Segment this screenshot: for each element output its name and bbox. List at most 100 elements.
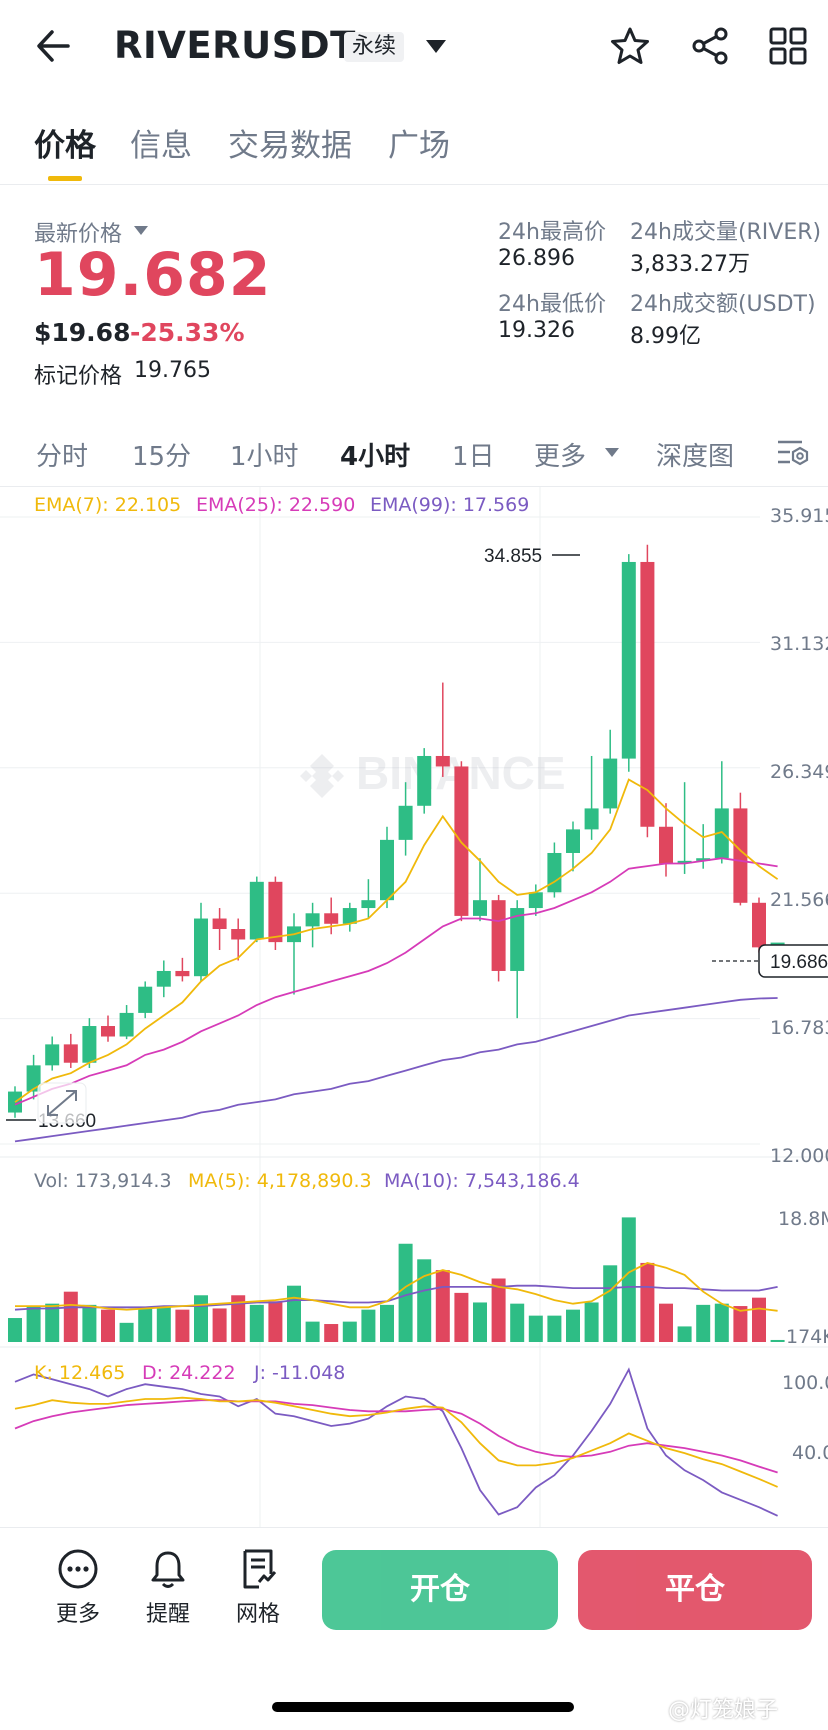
interval-1h[interactable]: 1小时 xyxy=(230,442,299,472)
vol-ma10-line xyxy=(14,1284,778,1311)
interval-time[interactable]: 分时 xyxy=(36,442,89,472)
current-price-tag xyxy=(758,944,828,978)
home-indicator xyxy=(272,1702,574,1712)
volume-bar xyxy=(510,1303,525,1342)
kdj-axis-label: 40.0 xyxy=(792,1442,828,1464)
more-caret-icon[interactable] xyxy=(604,447,620,459)
tab-trading-data[interactable]: 交易数据 xyxy=(228,128,352,164)
grid-icon[interactable] xyxy=(768,26,808,66)
candle-body xyxy=(119,1012,134,1037)
ema25-line xyxy=(14,857,778,1106)
interval-more[interactable]: 更多 xyxy=(534,442,587,472)
kdj-j-line xyxy=(14,1367,778,1517)
volume-label: 24h成交量(RIVER) xyxy=(630,220,822,245)
volume-bar xyxy=(101,1309,115,1342)
app-header: RIVERUSDT 永续 xyxy=(0,0,828,96)
volume-bar xyxy=(82,1304,97,1342)
candle-body xyxy=(696,858,711,861)
volume-axis-label: 174K xyxy=(786,1326,828,1348)
usd-price: $19.68 xyxy=(34,318,131,347)
volume-bar xyxy=(8,1318,22,1342)
candle-body xyxy=(473,900,487,916)
volume-bar xyxy=(733,1306,748,1342)
volume-bar xyxy=(584,1302,599,1342)
star-icon[interactable] xyxy=(610,26,650,66)
volume-bar xyxy=(770,1339,785,1342)
candle-body xyxy=(194,918,208,977)
interval-15m[interactable]: 15分 xyxy=(132,442,192,472)
candle-body xyxy=(491,900,506,971)
candle-body xyxy=(677,860,692,864)
candle-body xyxy=(640,561,655,827)
interval-depth[interactable]: 深度图 xyxy=(656,442,735,472)
interval-1d[interactable]: 1日 xyxy=(452,442,495,472)
candle-body xyxy=(82,1026,97,1063)
volume-bar xyxy=(194,1295,208,1342)
volume-bar xyxy=(249,1304,264,1342)
kdj-d-legend: D: 24.222 xyxy=(142,1362,236,1384)
close-position-button[interactable]: 平仓 xyxy=(578,1550,812,1630)
tab-price[interactable]: 价格 xyxy=(34,128,96,164)
kdj-k-legend: K: 12.465 xyxy=(34,1362,126,1384)
volume-bar xyxy=(63,1291,78,1342)
alert-button[interactable]: 提醒 xyxy=(130,1548,206,1628)
candle-body xyxy=(417,755,432,806)
back-arrow-icon[interactable] xyxy=(34,26,74,66)
amount-value: 8.99亿 xyxy=(630,324,701,349)
share-icon[interactable] xyxy=(690,26,730,66)
change-percent: -25.33% xyxy=(130,318,245,347)
volume-bar xyxy=(119,1322,134,1342)
price-axis-label: 21.566 xyxy=(770,889,828,911)
expand-icon[interactable] xyxy=(37,1082,87,1124)
price-axis-label: 16.783 xyxy=(770,1017,828,1039)
volume-bar xyxy=(380,1304,394,1342)
tab-info[interactable]: 信息 xyxy=(130,128,192,164)
symbol-title[interactable]: RIVERUSDT xyxy=(114,24,356,67)
candle-body xyxy=(621,561,636,759)
volume-bar xyxy=(547,1315,562,1342)
candle-body xyxy=(435,755,450,767)
chart-settings-icon[interactable] xyxy=(776,436,810,470)
ema7-legend: EMA(7): 22.105 xyxy=(34,494,182,516)
candle-body xyxy=(398,805,413,840)
volume-bar xyxy=(26,1306,41,1342)
volume-bar xyxy=(138,1308,153,1342)
candle-body xyxy=(714,808,729,859)
price-axis-label: 12.000 xyxy=(770,1145,828,1167)
dropdown-triangle-icon[interactable] xyxy=(424,38,448,56)
volume-bar xyxy=(287,1285,301,1342)
volume-bar xyxy=(491,1278,506,1342)
active-tab-indicator xyxy=(48,176,82,181)
kline-chart[interactable]: BINANCE 34.855 13.660 19.686 xyxy=(0,487,828,1527)
candle-body xyxy=(566,829,580,853)
volume-bar xyxy=(305,1321,320,1342)
interval-4h[interactable]: 4小时 xyxy=(340,442,411,472)
candle-body xyxy=(380,839,394,901)
volume-ma-lines xyxy=(14,1261,778,1312)
caret-down-icon[interactable] xyxy=(133,225,149,237)
candle-body xyxy=(156,970,171,987)
vol-legend: Vol: 173,914.3 xyxy=(34,1170,172,1192)
divider xyxy=(0,184,828,185)
last-price: 19.682 xyxy=(34,240,272,310)
ema99-line xyxy=(14,997,778,1143)
mark-price: 19.765 xyxy=(134,358,211,383)
volume-bar xyxy=(752,1297,766,1342)
high-marker-label: 34.855 xyxy=(484,546,542,567)
volume-bars xyxy=(8,1217,785,1342)
volume-value: 3,833.27万 xyxy=(630,252,750,277)
volume-bar xyxy=(454,1292,469,1342)
volume-bar xyxy=(324,1324,339,1342)
grid-trading-button[interactable]: 网格 xyxy=(220,1548,296,1628)
more-button-label: 更多 xyxy=(55,1602,100,1627)
candle-body xyxy=(733,808,748,903)
grid-doc-icon xyxy=(243,1549,277,1589)
candle-body xyxy=(305,913,320,927)
candle-body xyxy=(212,918,227,930)
more-button[interactable]: 更多 xyxy=(40,1548,116,1628)
tab-square[interactable]: 广场 xyxy=(388,128,450,164)
candle-body xyxy=(361,900,376,909)
candle-body xyxy=(268,881,283,943)
volume-bar xyxy=(231,1295,246,1342)
open-position-button[interactable]: 开仓 xyxy=(322,1550,558,1630)
